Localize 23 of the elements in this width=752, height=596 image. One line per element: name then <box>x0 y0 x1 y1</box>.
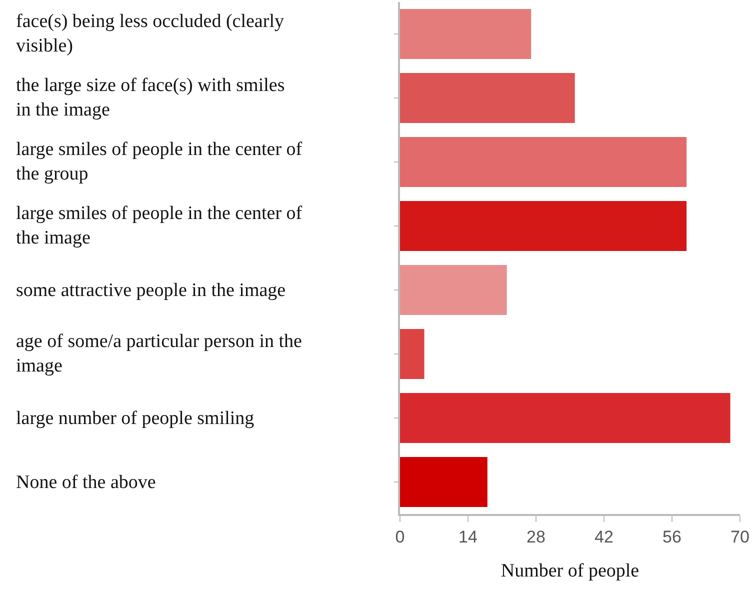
bar <box>400 457 488 507</box>
x-tick-label: 56 <box>662 527 682 546</box>
y-tick-label: face(s) being less occluded (clearly visible) <box>16 11 284 57</box>
bar <box>400 265 507 315</box>
bar <box>400 73 575 123</box>
y-tick-label: large smiles of people in the center of the group <box>16 139 303 185</box>
x-tick-label: 42 <box>594 527 614 546</box>
x-axis-title: Number of people <box>500 560 640 582</box>
y-tick-label: the large size of face(s) with smiles in the image <box>16 75 285 121</box>
x-tick-label: 28 <box>526 527 546 546</box>
y-tick-label: None of the above <box>16 472 156 493</box>
x-tick-label: 0 <box>395 527 405 546</box>
y-tick-label: large number of people smiling <box>16 408 255 429</box>
bar <box>400 137 687 187</box>
bar <box>400 393 730 443</box>
bar <box>400 9 532 59</box>
x-tick-label: 14 <box>458 527 478 546</box>
bar <box>400 329 424 379</box>
x-tick-label: 70 <box>730 527 750 546</box>
y-tick-label: age of some/a particular person in the image <box>16 331 302 377</box>
y-tick-label: some attractive people in the image <box>16 280 286 301</box>
y-tick-label: large smiles of people in the center of the image <box>16 203 303 249</box>
bar <box>400 201 687 251</box>
